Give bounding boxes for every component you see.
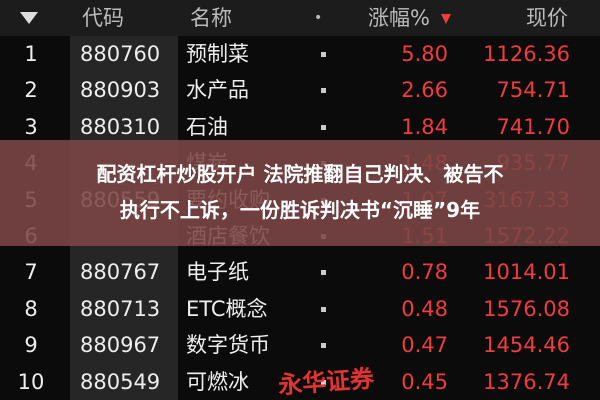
row-dot [321,270,326,276]
price: 1014.01 [483,260,570,285]
name: 预制菜 [186,42,249,66]
sort-arrow [441,14,451,24]
change: 2.66 [401,78,448,103]
header-dot: • [314,10,323,26]
row-dot [321,124,326,130]
row-dot [321,52,326,57]
code: 880767 [80,260,161,285]
name: 石油 [186,114,228,139]
rank: 10 [17,369,45,394]
change: 5.80 [401,42,448,66]
code: 880310 [80,114,161,139]
header-code[interactable]: 代码 [82,6,124,30]
header-bar [0,0,600,36]
rank: 9 [24,333,38,358]
rank: 1 [24,42,38,66]
price: 741.70 [496,114,570,139]
row-dot [321,343,326,349]
code: 880713 [80,296,161,321]
rank: 8 [24,296,38,321]
change: 0.78 [401,260,448,285]
price: 1126.36 [483,42,570,66]
row-dot [321,88,326,94]
header-change[interactable]: 涨幅% [368,6,430,30]
code: 880760 [80,42,161,66]
sort-icon[interactable] [18,10,40,26]
price: 1576.08 [483,296,570,321]
watermark: 永华证券 [277,364,376,400]
row-dot [321,379,326,385]
name: 数字货币 [186,333,270,358]
price: 1376.74 [483,369,570,394]
header-price[interactable]: 现价 [526,6,568,30]
name: ETC概念 [186,296,268,321]
rank: 7 [24,260,38,285]
rank: 2 [24,78,38,103]
banner-line: 配资杠杆炒股开户 法院推翻自己判决、被告不 [96,162,504,186]
name: 可燃冰 [186,369,249,394]
price: 754.71 [496,78,570,103]
code: 880903 [80,78,161,103]
change: 0.48 [401,296,448,321]
rank: 3 [24,114,38,139]
change: 0.45 [401,369,448,394]
price: 1454.46 [483,333,570,358]
change: 1.84 [401,114,448,139]
change: 0.47 [401,333,448,358]
name: 水产品 [186,78,249,103]
banner-line: 执行不上诉，一份胜诉判决书“沉睡”9年 [119,198,481,222]
news-banner[interactable]: 配资杠杆炒股开户 法院推翻自己判决、被告不 执行不上诉，一份胜诉判决书“沉睡”9年 [0,140,600,246]
code: 880549 [80,369,161,394]
header-name[interactable]: 名称 [190,6,232,30]
row-dot [321,306,326,312]
name: 电子纸 [186,260,249,285]
code: 880967 [80,333,161,358]
